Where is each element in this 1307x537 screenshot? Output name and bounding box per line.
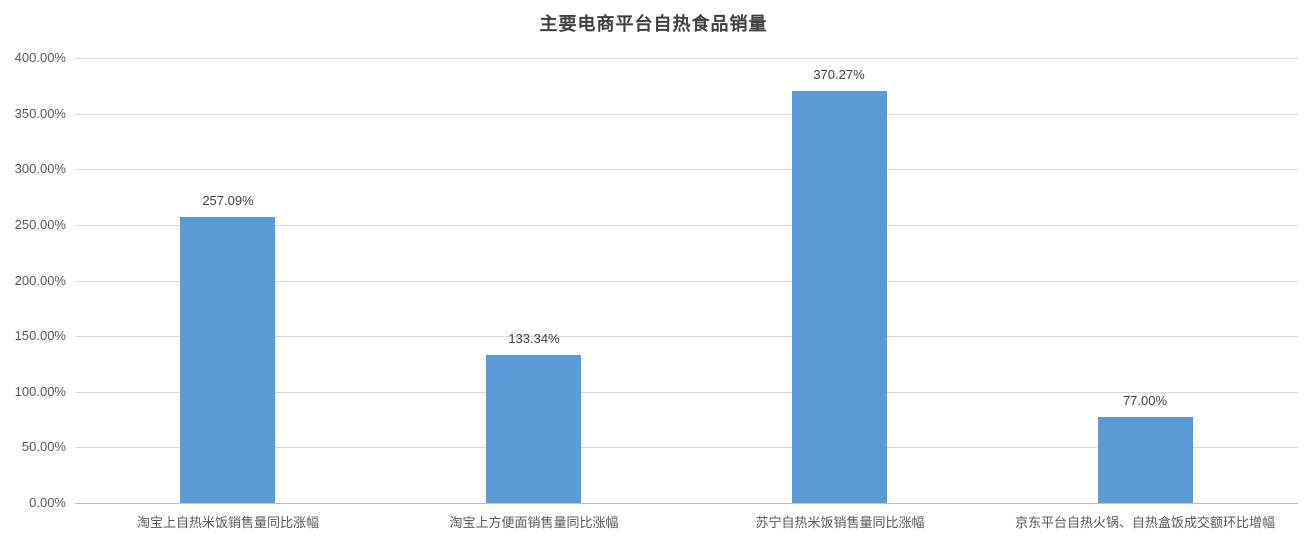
chart-title: 主要电商平台自热食品销量: [539, 14, 768, 34]
plot-area: [75, 58, 1298, 504]
data-label: 133.34%: [508, 331, 560, 346]
data-label: 77.00%: [1122, 393, 1168, 408]
y-tick-label: 350.00%: [14, 105, 66, 121]
bar: [792, 91, 887, 503]
gridline: [75, 280, 1298, 282]
y-tick-label: 200.00%: [14, 272, 66, 288]
category-label: 淘宝上自热米饭销售量同比涨幅: [136, 515, 319, 530]
y-tick-label: 100.00%: [14, 383, 66, 399]
bar: [1098, 417, 1193, 503]
data-label: 370.27%: [813, 67, 865, 82]
data-label: 257.09%: [202, 193, 254, 208]
x-axis-line: [75, 503, 1298, 504]
y-tick-label: 250.00%: [14, 216, 66, 232]
category-label: 淘宝上方便面销售量同比涨幅: [449, 515, 619, 530]
gridline: [75, 336, 1298, 338]
category-label: 苏宁自热米饭销售量同比涨幅: [755, 515, 925, 530]
gridline: [75, 224, 1298, 226]
y-tick-label: 400.00%: [14, 50, 66, 65]
gridline: [75, 391, 1298, 393]
y-tick-label: 150.00%: [14, 328, 66, 344]
gridline: [75, 447, 1298, 449]
gridline: [75, 58, 1298, 59]
y-tick-label: 0.00%: [29, 495, 66, 510]
bar: [486, 355, 581, 503]
y-tick-label: 50.00%: [21, 439, 66, 455]
gridline: [75, 113, 1298, 115]
category-label: 京东平台自热火锅、自热盒饭成交额环比增幅: [1014, 515, 1275, 530]
bar: [180, 217, 275, 503]
gridline: [75, 169, 1298, 171]
y-tick-label: 300.00%: [14, 161, 66, 177]
